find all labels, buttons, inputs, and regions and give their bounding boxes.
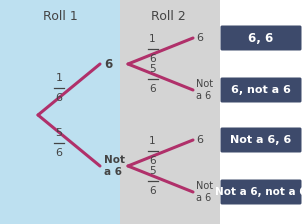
- Text: 5: 5: [149, 166, 156, 176]
- Text: 6: 6: [196, 33, 203, 43]
- Text: Not
a 6: Not a 6: [196, 181, 213, 203]
- Text: Not
a 6: Not a 6: [196, 79, 213, 101]
- Text: Not a 6, not a 6: Not a 6, not a 6: [215, 187, 304, 197]
- Text: 6: 6: [56, 147, 63, 157]
- Text: Not
a 6: Not a 6: [104, 155, 125, 177]
- Text: 6: 6: [149, 84, 156, 94]
- Text: 6, 6: 6, 6: [248, 32, 274, 45]
- Text: 5: 5: [149, 64, 156, 74]
- Text: 6: 6: [149, 186, 156, 196]
- FancyBboxPatch shape: [220, 127, 302, 153]
- Text: 6: 6: [149, 156, 156, 166]
- Text: 1: 1: [56, 73, 63, 82]
- Text: 6: 6: [149, 54, 156, 64]
- Text: 6: 6: [104, 58, 112, 71]
- Text: 6: 6: [196, 135, 203, 145]
- Text: 1: 1: [149, 136, 156, 146]
- FancyBboxPatch shape: [220, 26, 302, 50]
- Bar: [0, 0, 120, 224]
- FancyBboxPatch shape: [220, 179, 302, 205]
- FancyBboxPatch shape: [220, 78, 302, 103]
- Text: 5: 5: [56, 127, 63, 138]
- Text: 6, not a 6: 6, not a 6: [231, 85, 291, 95]
- Text: 6: 6: [56, 93, 63, 103]
- Text: Not a 6, 6: Not a 6, 6: [230, 135, 292, 145]
- Text: 1: 1: [149, 34, 156, 44]
- Text: Roll 1: Roll 1: [43, 10, 78, 23]
- Text: Roll 2: Roll 2: [150, 10, 185, 23]
- Bar: [120, 0, 220, 224]
